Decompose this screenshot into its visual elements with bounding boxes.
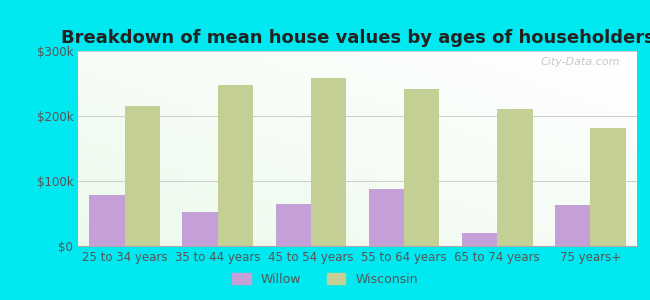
Bar: [125, 106, 160, 246]
Text: City-Data.com: City-Data.com: [541, 57, 620, 67]
Bar: [89, 195, 125, 246]
Bar: [276, 204, 311, 246]
Bar: [183, 212, 218, 246]
Bar: [311, 78, 346, 246]
Legend: Willow, Wisconsin: Willow, Wisconsin: [227, 268, 422, 291]
Bar: [404, 89, 439, 246]
Bar: [462, 233, 497, 246]
Bar: [369, 189, 404, 246]
Bar: [590, 128, 626, 246]
Bar: [218, 85, 253, 246]
Bar: [555, 205, 590, 246]
Bar: [497, 110, 532, 246]
Title: Breakdown of mean house values by ages of householders: Breakdown of mean house values by ages o…: [60, 29, 650, 47]
